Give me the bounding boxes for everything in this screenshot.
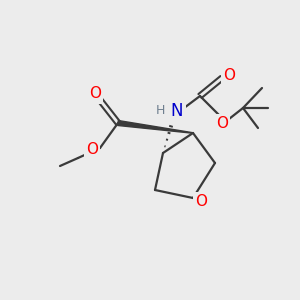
Text: H: H — [156, 104, 165, 118]
Text: O: O — [89, 86, 101, 101]
Text: O: O — [195, 194, 207, 209]
Text: N: N — [171, 102, 183, 120]
Text: O: O — [223, 68, 235, 83]
Text: O: O — [86, 142, 98, 158]
Text: O: O — [216, 116, 228, 131]
Polygon shape — [118, 121, 193, 133]
